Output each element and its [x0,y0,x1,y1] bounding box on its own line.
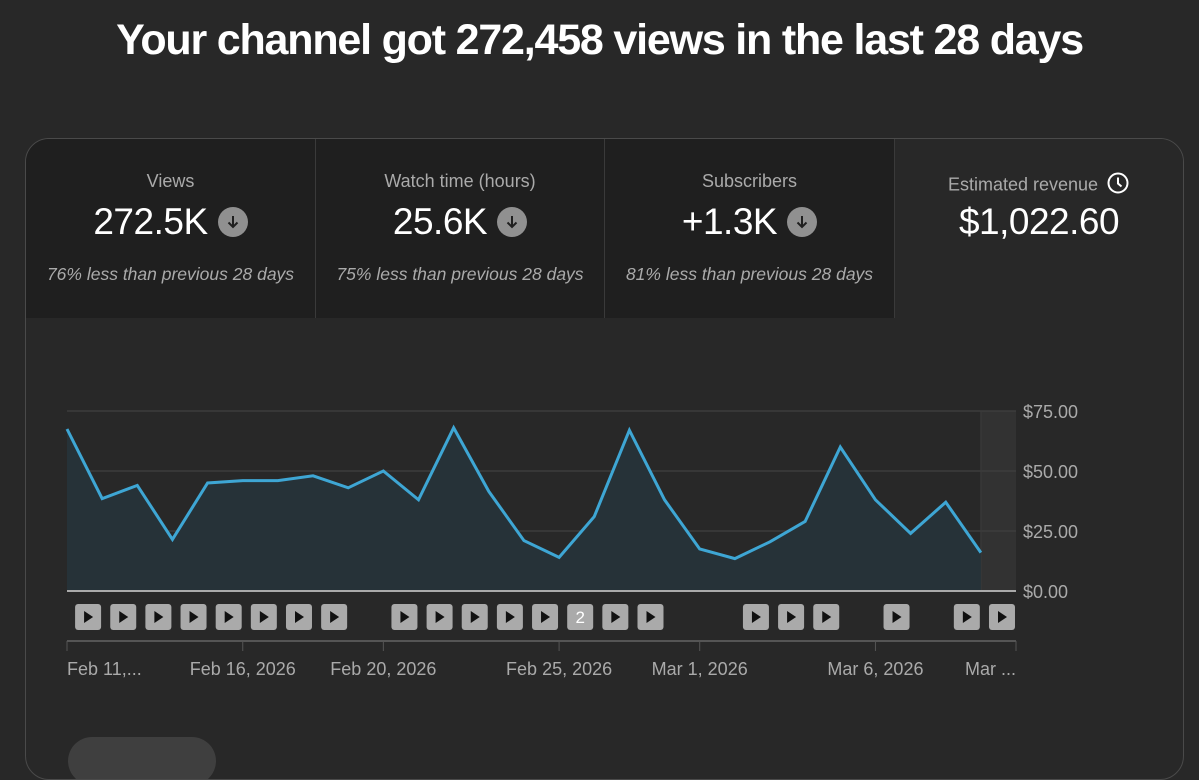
video-marker-button[interactable] [145,604,172,630]
play-icon [259,611,269,623]
play-icon [505,611,515,623]
video-marker-button[interactable] [110,604,137,630]
play-icon [294,611,304,623]
play-icon [787,611,797,623]
x-tick-label: Mar 6, 2026 [827,659,923,679]
x-tick-label: Feb 25, 2026 [506,659,612,679]
tab-comparison: 75% less than previous 28 days [336,264,584,284]
video-marker-button[interactable] [391,604,418,630]
tab-value: 272.5K [93,201,208,242]
arrow-down-circle-icon [217,207,248,237]
play-icon [892,611,902,623]
play-icon [997,611,1007,623]
video-marker-button[interactable] [532,604,559,630]
video-marker-button[interactable] [426,604,453,630]
play-icon [400,611,410,623]
video-marker-button[interactable] [285,604,312,630]
x-tick-label: Mar ... [965,659,1016,679]
play-icon [611,611,621,623]
tab-label-row: Estimated revenue [895,171,1183,200]
incomplete-data-region [980,411,1016,591]
x-tick-label: Feb 20, 2026 [330,659,436,679]
tab-label: Views [146,171,195,191]
play-icon [470,611,480,623]
video-marker-button[interactable] [75,604,102,630]
metric-tabs: Views 272.5K 76% less than previous 28 d… [26,139,1183,318]
video-marker-button[interactable] [778,604,805,630]
video-marker-button[interactable] [321,604,348,630]
play-icon [751,611,761,623]
tab-value: +1.3K [681,201,778,242]
tab-label: Subscribers [701,171,798,191]
play-icon [224,611,234,623]
play-icon [962,611,972,623]
tab-subscribers[interactable]: Subscribers +1.3K 81% less than previous… [604,139,894,318]
video-marker-button[interactable] [250,604,277,630]
tab-estimated-revenue[interactable]: Estimated revenue $1,022.60 [894,139,1183,318]
video-marker-button[interactable] [883,604,910,630]
tab-views[interactable]: Views 272.5K 76% less than previous 28 d… [26,139,315,318]
play-icon [119,611,129,623]
tab-comparison: 76% less than previous 28 days [46,264,295,284]
play-icon [646,611,656,623]
play-icon [84,611,94,623]
video-count-label: 2 [575,608,584,627]
y-tick-label: $25.00 [1023,522,1078,542]
play-icon [189,611,199,623]
y-tick-label: $75.00 [1023,402,1078,422]
video-marker-button[interactable] [637,604,664,630]
play-icon [822,611,832,623]
tab-label: Watch time (hours) [384,171,536,191]
play-icon [541,611,551,623]
analytics-card: Views 272.5K 76% less than previous 28 d… [25,138,1184,780]
video-marker-button[interactable] [813,604,840,630]
arrow-down-circle-icon [497,207,528,237]
revenue-chart[interactable]: $0.00 $25.00 $50.00 $75.00 2 Feb 11,... Feb 16… [26,139,1183,779]
video-marker-button[interactable] [988,604,1015,630]
video-marker-button[interactable] [180,604,207,630]
video-marker-button[interactable] [953,604,980,630]
see-more-button[interactable] [68,737,216,779]
play-icon [330,611,340,623]
tab-value: 25.6K [392,201,488,242]
video-marker-button[interactable] [215,604,242,630]
x-tick-label: Mar 1, 2026 [652,659,748,679]
video-marker-button[interactable] [742,604,769,630]
tab-watch-time[interactable]: Watch time (hours) 25.6K 75% less than p… [315,139,604,318]
y-tick-label: $50.00 [1023,462,1078,482]
video-marker-button[interactable] [496,604,523,630]
x-tick-label: Feb 11,... [67,659,142,679]
x-tick-label: Feb 16, 2026 [190,659,296,679]
tab-label: Estimated revenue [947,174,1099,195]
arrow-down-circle-icon [787,207,818,237]
tab-value: $1,022.60 [958,201,1120,242]
video-marker-button[interactable]: 2 [567,604,594,630]
play-icon [154,611,164,623]
y-tick-label: $0.00 [1023,582,1068,602]
tab-comparison: 81% less than previous 28 days [625,264,874,284]
play-icon [435,611,445,623]
video-marker-button[interactable] [602,604,629,630]
page-headline: Your channel got 272,458 views in the la… [116,16,1084,64]
clock-icon[interactable] [1106,171,1130,200]
revenue-line [65,424,983,561]
video-marker-button[interactable] [461,604,488,630]
